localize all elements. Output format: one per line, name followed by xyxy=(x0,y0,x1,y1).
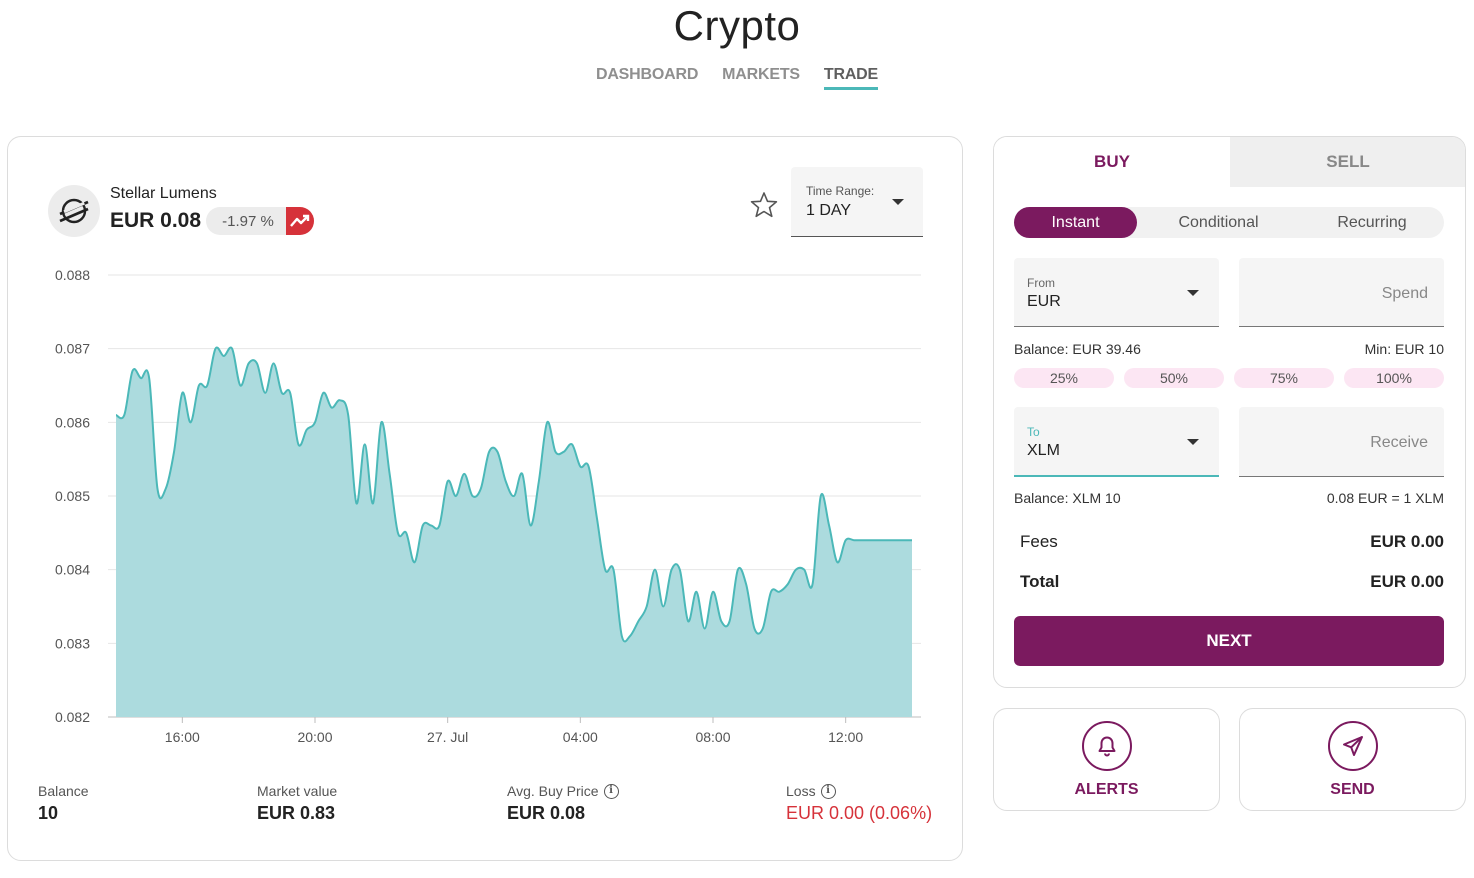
nav-dashboard[interactable]: DASHBOARD xyxy=(595,66,699,83)
exchange-rate: 0.08 EUR = 1 XLM xyxy=(1326,490,1444,506)
nav-trade[interactable]: TRADE xyxy=(823,66,878,90)
chevron-down-icon xyxy=(1187,290,1199,296)
y-tick-label: 0.085 xyxy=(55,488,90,504)
x-tick-label: 08:00 xyxy=(695,729,730,745)
stat-avg-buy-price: Avg. Buy Price i EUR 0.08 xyxy=(507,783,619,824)
to-balance: Balance: XLM 10 xyxy=(1014,490,1121,506)
send-button[interactable]: SEND xyxy=(1239,708,1466,811)
tab-sell[interactable]: SELL xyxy=(1230,137,1465,187)
info-icon[interactable]: i xyxy=(820,783,836,799)
price-change-value: -1.97 % xyxy=(222,212,274,230)
coin-name: Stellar Lumens xyxy=(110,185,217,202)
percent-25-button[interactable]: 25% xyxy=(1014,368,1114,388)
receive-input[interactable]: Receive xyxy=(1239,407,1444,477)
fees-label: Fees xyxy=(1020,532,1058,551)
total-label: Total xyxy=(1020,572,1060,591)
to-label: To xyxy=(1027,425,1040,439)
order-type-instant[interactable]: Instant xyxy=(1014,207,1137,238)
y-tick-label: 0.087 xyxy=(55,341,90,357)
order-type-toggle: Instant Conditional Recurring xyxy=(1014,207,1444,238)
x-tick-label: 04:00 xyxy=(563,729,598,745)
chevron-down-icon xyxy=(1187,439,1199,445)
top-nav: DASHBOARD MARKETS TRADE xyxy=(0,66,1474,90)
spend-placeholder: Spend xyxy=(1381,285,1428,302)
price-line xyxy=(115,346,912,643)
time-range-value: 1 DAY xyxy=(806,202,852,219)
total-value: EUR 0.00 xyxy=(1370,572,1444,591)
app-title: Crypto xyxy=(673,2,801,49)
alerts-label: ALERTS xyxy=(1074,781,1139,798)
stat-balance-label: Balance xyxy=(38,783,89,799)
info-icon[interactable]: i xyxy=(603,783,619,799)
price-chart[interactable]: 0.088 0.087 0.086 0.085 0.084 0.083 0.082 16:00… xyxy=(8,252,963,752)
from-label: From xyxy=(1027,276,1055,290)
order-type-recurring[interactable]: Recurring xyxy=(1337,213,1407,231)
y-tick-label: 0.084 xyxy=(55,562,90,578)
y-tick-label: 0.086 xyxy=(55,414,90,430)
stat-loss-value: EUR 0.00 (0.06%) xyxy=(786,803,933,823)
x-tick-label: 27. Jul xyxy=(427,729,468,745)
stat-market-value-label: Market value xyxy=(257,783,338,799)
bell-icon xyxy=(1082,721,1132,771)
receive-placeholder: Receive xyxy=(1370,434,1428,451)
to-value: XLM xyxy=(1027,442,1060,459)
x-tick-label: 20:00 xyxy=(297,729,332,745)
min-amount: Min: EUR 10 xyxy=(1364,341,1444,357)
to-balance-row: Balance: XLM 10 0.08 EUR = 1 XLM xyxy=(1014,490,1444,506)
from-balance: Balance: EUR 39.46 xyxy=(1014,341,1141,357)
fees-row: Fees EUR 0.00 xyxy=(1020,532,1444,552)
stat-avg-buy-price-label: Avg. Buy Price xyxy=(507,783,599,799)
total-row: Total EUR 0.00 xyxy=(1020,572,1444,592)
percent-100-button[interactable]: 100% xyxy=(1344,368,1444,388)
price-change-badge: -1.97 % xyxy=(206,207,314,235)
send-label: SEND xyxy=(1330,781,1375,798)
stat-balance: Balance 10 xyxy=(38,783,89,824)
stellar-logo-icon xyxy=(48,185,100,237)
from-balance-row: Balance: EUR 39.46 Min: EUR 10 xyxy=(1014,341,1444,357)
from-value: EUR xyxy=(1027,293,1061,310)
chevron-down-icon xyxy=(892,199,904,205)
stat-loss-label: Loss xyxy=(786,783,816,799)
tab-buy[interactable]: BUY xyxy=(994,137,1230,187)
chart-card: Stellar Lumens EUR 0.08 -1.97 % Time Ran… xyxy=(7,136,963,861)
from-currency-select[interactable]: From EUR xyxy=(1014,258,1219,327)
send-icon xyxy=(1328,721,1378,771)
alerts-button[interactable]: ALERTS xyxy=(993,708,1220,811)
price-area xyxy=(116,347,912,717)
next-button[interactable]: NEXT xyxy=(1014,616,1444,666)
percent-50-button[interactable]: 50% xyxy=(1124,368,1224,388)
spend-input[interactable]: Spend xyxy=(1239,258,1444,327)
x-tick-label: 16:00 xyxy=(165,729,200,745)
order-type-conditional[interactable]: Conditional xyxy=(1178,213,1259,231)
time-range-label: Time Range: xyxy=(806,184,875,198)
fees-value: EUR 0.00 xyxy=(1370,532,1444,551)
trade-card: BUY SELL Instant Conditional Recurring F… xyxy=(993,136,1466,688)
to-currency-select[interactable]: To XLM xyxy=(1014,407,1219,477)
y-tick-label: 0.082 xyxy=(55,709,90,725)
y-tick-label: 0.083 xyxy=(55,635,90,651)
nav-markets[interactable]: MARKETS xyxy=(722,66,800,83)
coin-price: EUR 0.08 xyxy=(110,209,202,232)
stat-market-value-value: EUR 0.83 xyxy=(257,803,336,823)
stat-balance-value: 10 xyxy=(38,803,59,823)
stat-avg-buy-price-value: EUR 0.08 xyxy=(507,803,586,823)
percent-75-button[interactable]: 75% xyxy=(1234,368,1334,388)
stat-market-value: Market value EUR 0.83 xyxy=(257,783,337,824)
favorite-star-icon[interactable] xyxy=(749,190,779,220)
time-range-select[interactable]: Time Range: 1 DAY xyxy=(791,167,923,237)
x-tick-label: 12:00 xyxy=(828,729,863,745)
percent-buttons: 25% 50% 75% 100% xyxy=(1014,368,1444,388)
stat-loss: Loss i EUR 0.00 (0.06%) xyxy=(786,783,932,824)
y-tick-label: 0.088 xyxy=(55,267,90,283)
trend-down-icon xyxy=(286,207,314,235)
